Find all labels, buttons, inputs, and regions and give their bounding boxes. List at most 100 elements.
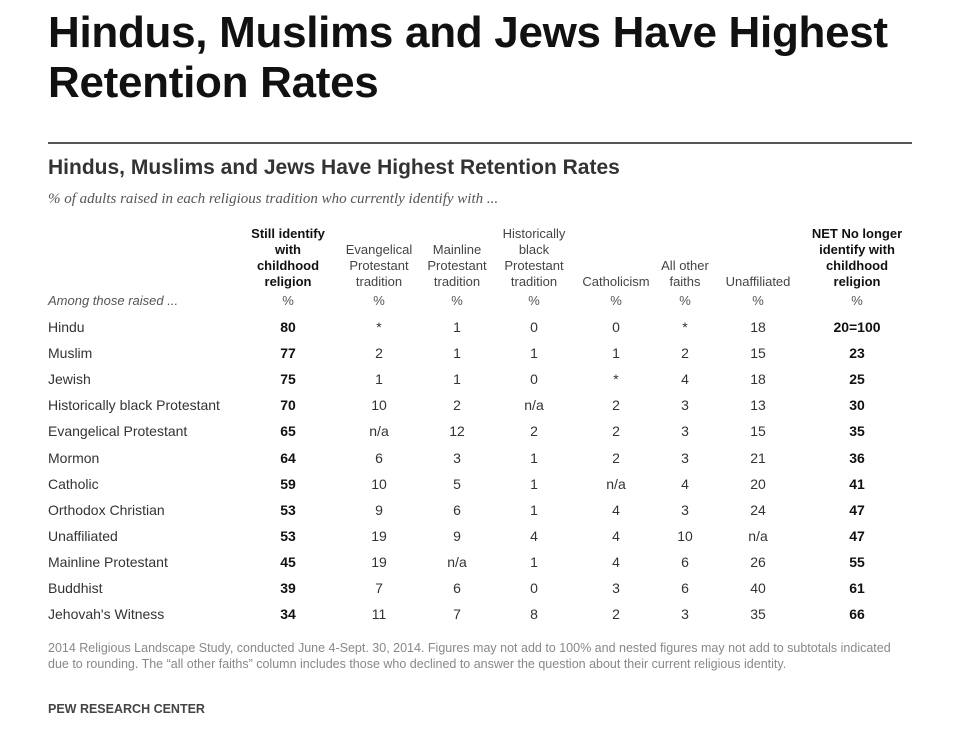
table-cell: 19 <box>371 553 387 570</box>
table-cell: n/a <box>369 423 389 440</box>
table-cell: 12 <box>449 423 465 440</box>
unit-label: % <box>679 293 691 308</box>
table-cell: 9 <box>453 527 461 544</box>
table-row: Jehovah's Witness 34 11 7 8 2 3 35 66 <box>0 603 960 629</box>
table-cell: 1 <box>375 371 383 388</box>
table-cell: 0 <box>530 371 538 388</box>
table-cell: 9 <box>375 501 383 518</box>
table-cell: 2 <box>612 606 620 623</box>
unit-label: % <box>373 293 385 308</box>
row-label: Jewish <box>48 371 91 388</box>
table-row: Orthodox Christian 53 9 6 1 4 3 24 47 <box>0 499 960 525</box>
table-cell: 11 <box>371 606 387 623</box>
table-cell: 70 <box>280 397 296 414</box>
table-cell: 2 <box>453 397 461 414</box>
table-cell: 64 <box>280 449 296 466</box>
table-cell: 55 <box>849 553 865 570</box>
row-label: Mainline Protestant <box>48 553 168 570</box>
table-cell: 3 <box>681 501 689 518</box>
table-cell: 61 <box>849 580 865 596</box>
table-cell: 6 <box>681 580 689 596</box>
table-cell: 1 <box>612 345 620 362</box>
table-cell: 2 <box>612 397 620 414</box>
table-cell: n/a <box>447 553 467 570</box>
row-label: Catholic <box>48 475 99 492</box>
table-cell: * <box>376 319 382 335</box>
table-cell: 3 <box>453 449 461 466</box>
table-cell: 1 <box>453 371 461 388</box>
table-cell: n/a <box>606 475 626 492</box>
row-label: Historically black Protestant <box>48 397 220 414</box>
table-cell: 65 <box>280 423 296 440</box>
table-cell: 25 <box>849 371 865 388</box>
unit-label: % <box>752 293 764 308</box>
unit-label: % <box>282 293 294 308</box>
table-cell: 8 <box>530 606 538 623</box>
table-cell: 6 <box>453 501 461 518</box>
column-header: Still identify with childhood religion <box>251 226 325 289</box>
table-cell: 3 <box>681 449 689 466</box>
table-cell: 34 <box>280 606 296 623</box>
row-header-label: Among those raised ... <box>48 293 179 308</box>
table-cell: 66 <box>849 606 865 623</box>
source-credit: PEW RESEARCH CENTER <box>48 702 205 716</box>
table-cell: 20=100 <box>833 319 881 335</box>
table-row: Historically black Protestant 70 10 2 n/a 2 3 1… <box>0 394 960 420</box>
row-label: Evangelical Protestant <box>48 423 188 440</box>
table-cell: 18 <box>750 319 766 335</box>
table-row: Hindu 80 * 1 0 0 * 18 20=100 <box>0 316 960 342</box>
unit-label: % <box>451 293 463 308</box>
table-cell: 26 <box>750 553 766 570</box>
unit-label: % <box>851 293 863 308</box>
row-label: Unaffiliated <box>48 527 118 544</box>
table-cell: 1 <box>530 345 538 362</box>
table-cell: 30 <box>849 397 865 414</box>
table-cell: * <box>682 319 688 335</box>
column-header: NET No longer identify with childhood relig… <box>811 226 903 289</box>
table-cell: 75 <box>280 371 296 388</box>
table-cell: 2 <box>375 345 383 362</box>
table-cell: 10 <box>371 475 387 492</box>
table-row: Jewish 75 1 1 0 * 4 18 25 <box>0 368 960 394</box>
table-cell: 15 <box>750 423 766 440</box>
table-cell: 4 <box>612 553 620 570</box>
table-cell: 19 <box>371 527 387 544</box>
column-header: Unaffiliated <box>725 274 791 289</box>
table-cell: 4 <box>681 371 689 388</box>
column-header: Mainline Protestant tradition <box>427 242 487 289</box>
table-cell: 2 <box>530 423 538 440</box>
table-cell: 0 <box>530 319 538 335</box>
row-label: Jehovah's Witness <box>48 606 165 623</box>
chart-title: Hindus, Muslims and Jews Have Highest Re… <box>48 156 620 179</box>
table-cell: 36 <box>849 449 865 466</box>
table-cell: 2 <box>681 345 689 362</box>
table-cell: 23 <box>849 345 865 362</box>
row-label: Hindu <box>48 319 85 335</box>
table-cell: 6 <box>681 553 689 570</box>
table-cell: n/a <box>748 527 768 544</box>
table-cell: 7 <box>453 606 461 623</box>
table-cell: 2 <box>612 423 620 440</box>
table-cell: 59 <box>280 475 296 492</box>
table-cell: 7 <box>375 580 383 596</box>
table-cell: 3 <box>612 580 620 596</box>
table-row: Muslim 77 2 1 1 1 2 15 23 <box>0 342 960 368</box>
table-cell: 5 <box>453 475 461 492</box>
table-cell: 53 <box>280 527 296 544</box>
table-cell: 10 <box>677 527 693 544</box>
table-cell: 13 <box>750 397 766 414</box>
table-cell: 6 <box>453 580 461 596</box>
unit-label: % <box>610 293 622 308</box>
table-cell: 4 <box>681 475 689 492</box>
table-cell: 80 <box>280 319 296 335</box>
table-cell: 39 <box>280 580 296 596</box>
column-header: Historically black Protestant tradition <box>502 226 566 289</box>
table-cell: 47 <box>849 501 865 518</box>
table-cell: 45 <box>280 553 296 570</box>
table-cell: 1 <box>453 345 461 362</box>
table-cell: 3 <box>681 397 689 414</box>
table-cell: 0 <box>612 319 620 335</box>
table-cell: 4 <box>612 527 620 544</box>
table-row: Buddhist 39 7 6 0 3 6 40 61 <box>0 577 960 603</box>
table-cell: 77 <box>280 345 296 362</box>
